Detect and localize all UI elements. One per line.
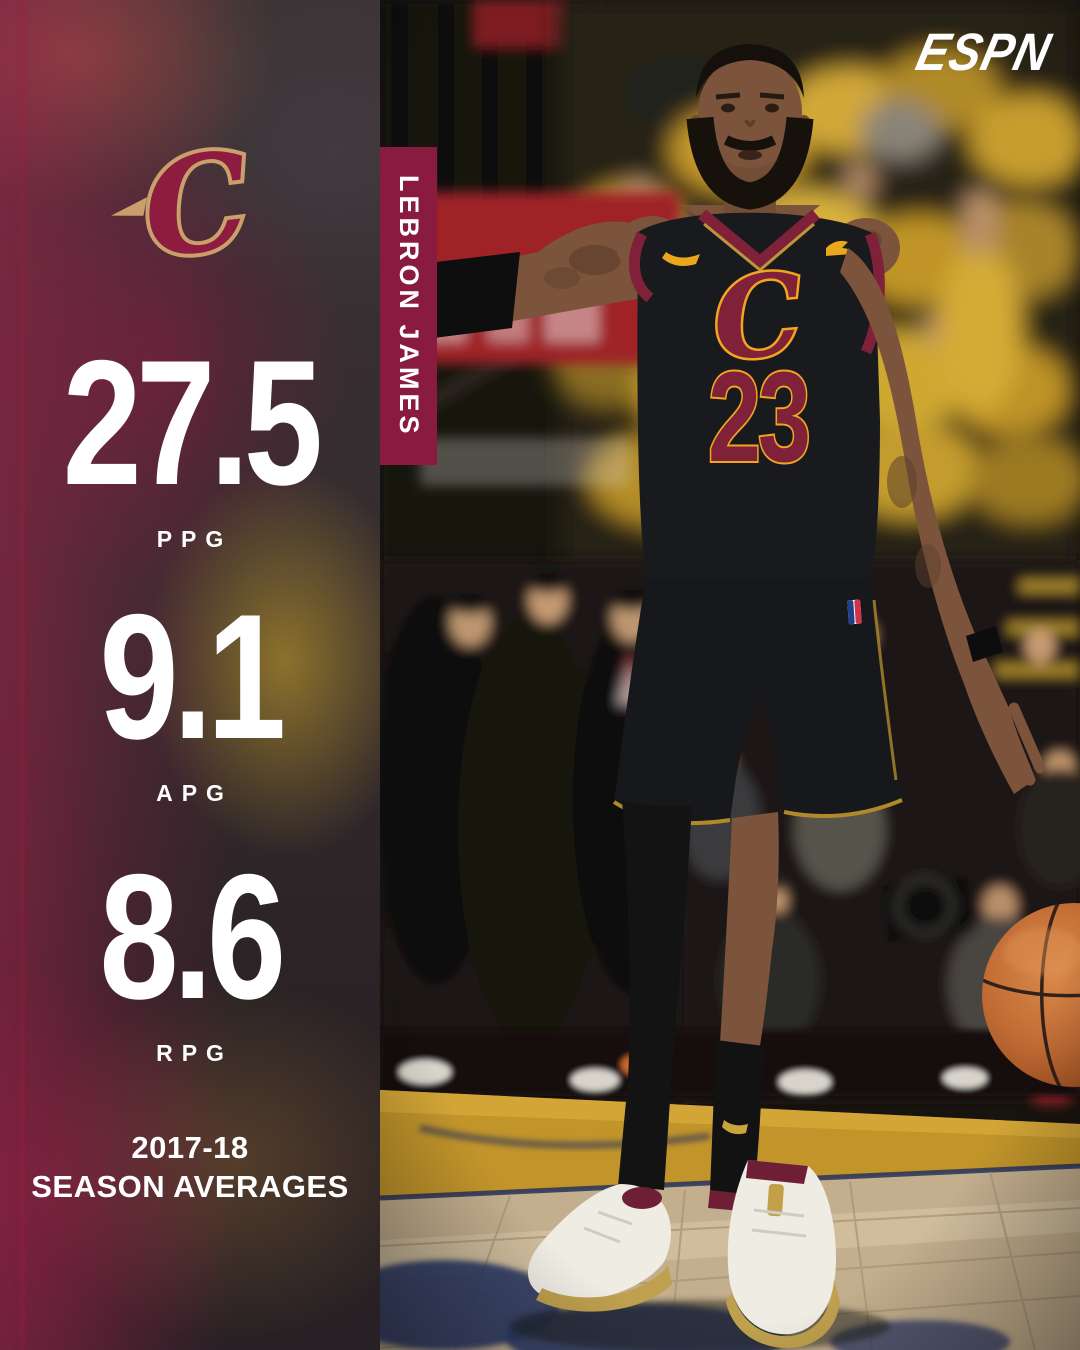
- espn-logo: ESPN: [911, 21, 1057, 82]
- season-caption: 2017-18 SEASON AVERAGES: [0, 1128, 380, 1206]
- player-name-ribbon: LEBRON JAMES: [380, 147, 437, 465]
- stat-points: 27.5 PPG: [0, 323, 380, 553]
- stats-panel: C 27.5 PPG 9.1 APG 8.6 RPG 2017-18 SEASO…: [0, 0, 380, 1350]
- stat-assists-value: 9.1: [99, 577, 286, 776]
- stat-assists: 9.1 APG: [0, 577, 380, 807]
- stat-points-label: PPG: [156, 526, 233, 552]
- cavaliers-c-letter: C: [135, 140, 258, 280]
- stat-rebounds-value: 8.6: [99, 837, 286, 1036]
- sword-icon: [111, 197, 148, 216]
- season-caption-line1: 2017-18: [131, 1130, 249, 1165]
- cavaliers-c-icon: C: [111, 140, 262, 280]
- photo-lebron-court: C 23: [380, 0, 1080, 1350]
- vignette: [380, 0, 1080, 1350]
- stat-points-value: 27.5: [62, 323, 323, 522]
- season-caption-line2: SEASON AVERAGES: [31, 1169, 349, 1204]
- stat-assists-label: APG: [156, 780, 233, 806]
- player-name-label: LEBRON JAMES: [394, 174, 424, 438]
- cavaliers-logo: C: [0, 140, 380, 280]
- stat-rebounds-label: RPG: [156, 1040, 233, 1066]
- stat-rebounds: 8.6 RPG: [0, 837, 380, 1067]
